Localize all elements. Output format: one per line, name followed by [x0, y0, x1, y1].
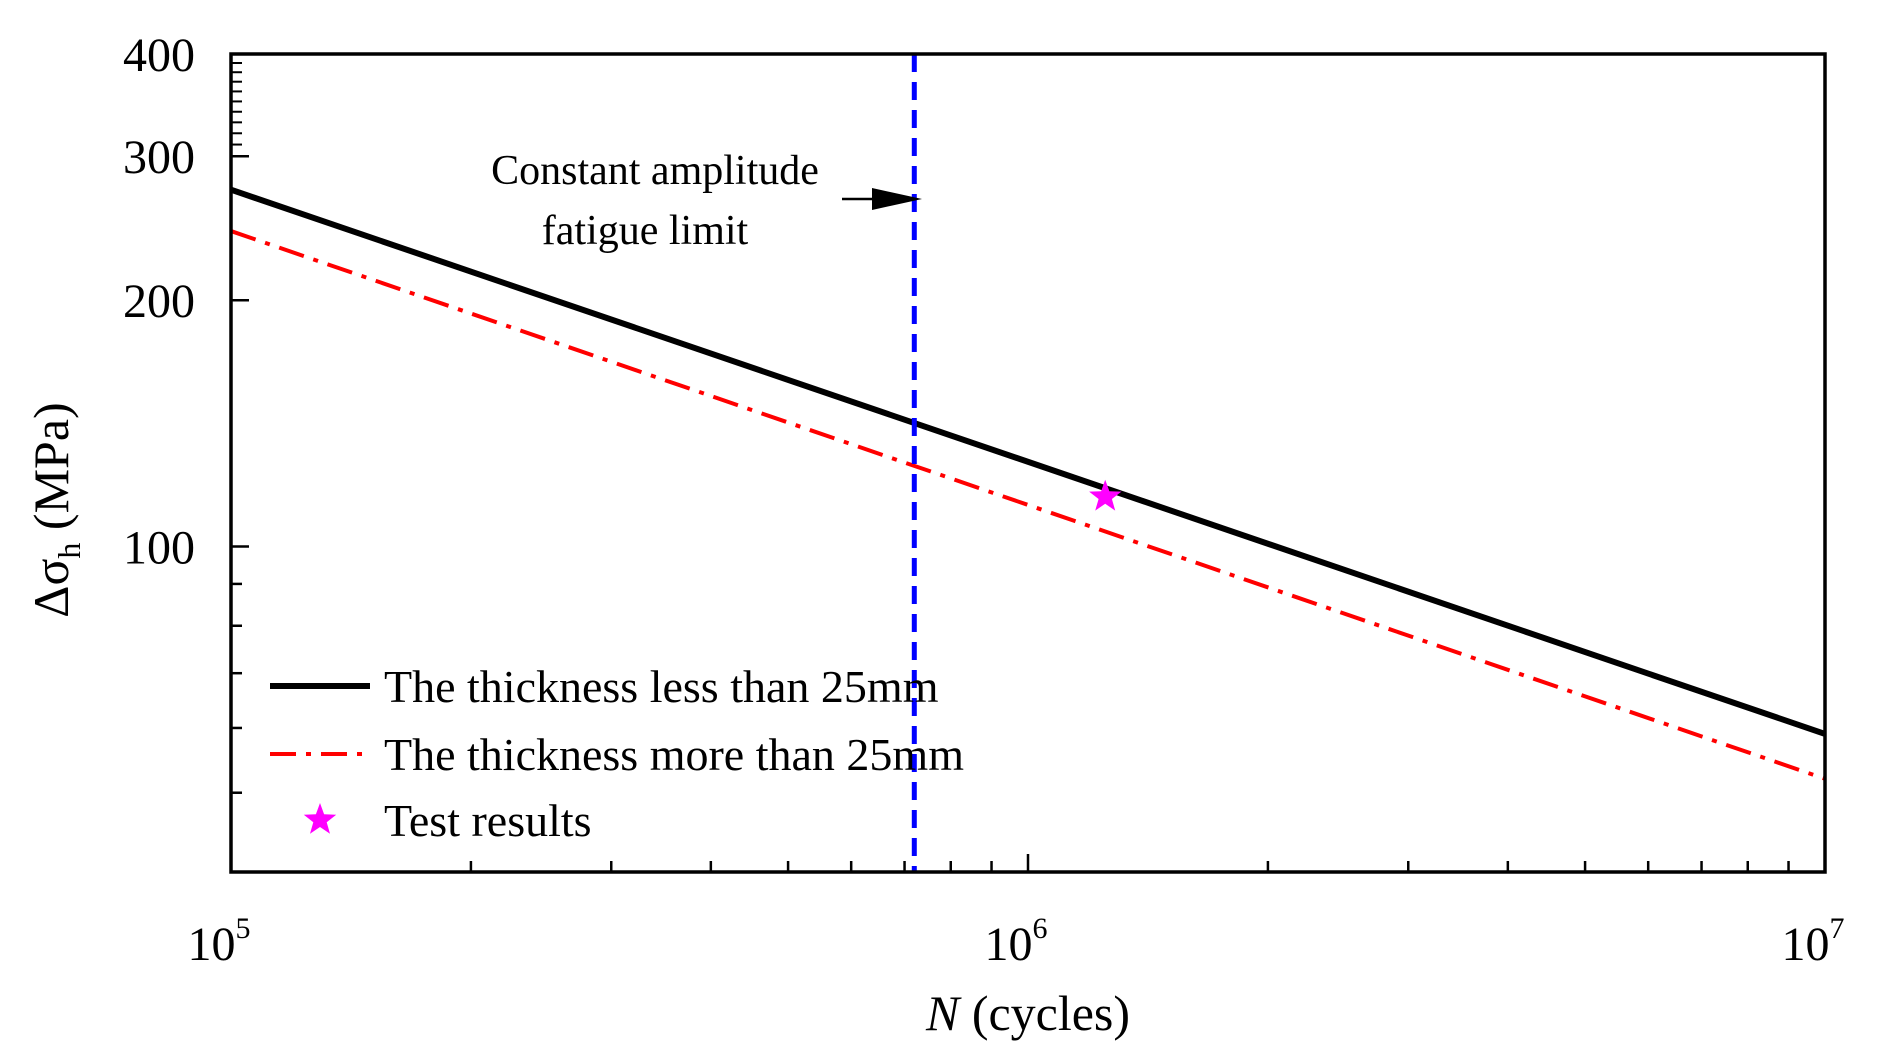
- y-tick-label: 400: [123, 29, 195, 82]
- legend-label-thick-plate: The thickness more than 25mm: [384, 729, 964, 780]
- x-axis-title-unit: (cycles): [959, 985, 1130, 1041]
- x-tick-labels: 105 106 107: [188, 912, 1845, 971]
- axis-ticks: [229, 52, 1790, 874]
- y-axis-title: Δσh (MPa): [23, 402, 87, 617]
- x-tick-label: 106: [985, 912, 1048, 971]
- series-line-thick-plate: [230, 229, 1826, 781]
- y-axis-title-unit: (MPa): [23, 402, 79, 542]
- legend: The thickness less than 25mm The thickne…: [270, 661, 964, 846]
- legend-swatch-test-results: [303, 803, 337, 834]
- annotation-line-1: Constant amplitude: [491, 148, 819, 194]
- y-tick-label: 200: [123, 275, 195, 328]
- test-result-point: [1089, 479, 1122, 511]
- y-tick-labels: 100 200 300 400: [123, 29, 195, 574]
- plot-frame: [229, 52, 1827, 874]
- x-axis-title: N (cycles): [925, 985, 1130, 1041]
- y-tick-label: 300: [123, 131, 195, 184]
- legend-label-thin-plate: The thickness less than 25mm: [384, 661, 939, 712]
- x-axis-title-var: N: [925, 985, 962, 1041]
- y-axis-title-sub: h: [51, 543, 87, 559]
- x-tick-label: 107: [1782, 912, 1845, 971]
- y-axis-title-symbol: Δσ: [23, 559, 79, 618]
- legend-label-test-results: Test results: [384, 795, 592, 846]
- y-tick-label: 100: [123, 521, 195, 574]
- annotation-line-2: fatigue limit: [542, 208, 749, 254]
- annotation-arrow: [842, 188, 922, 210]
- series-line-thin-plate: [230, 186, 1826, 737]
- x-tick-label: 105: [188, 912, 251, 971]
